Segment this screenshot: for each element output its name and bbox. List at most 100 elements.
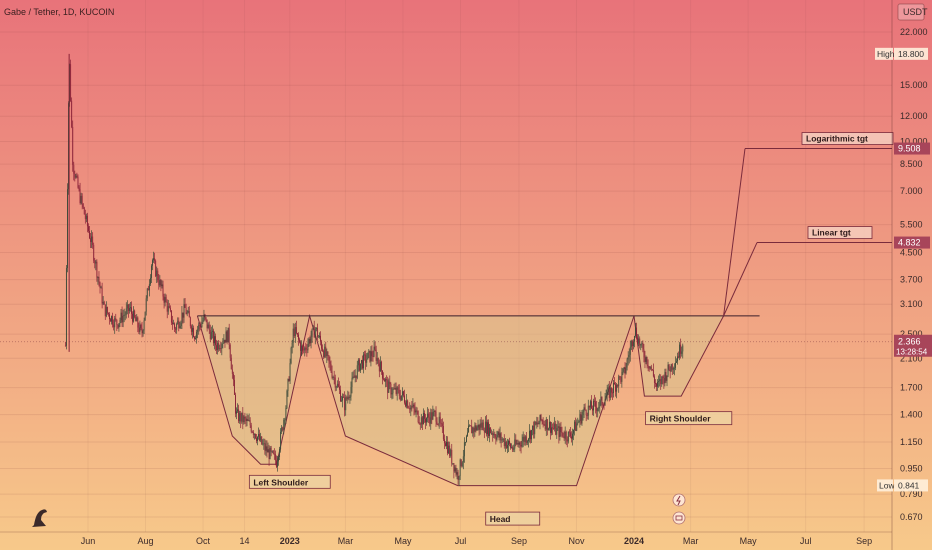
candle-body — [649, 366, 651, 369]
candle-body — [140, 324, 142, 328]
candle-body — [479, 423, 481, 430]
candle-body — [179, 326, 181, 329]
candle-body — [640, 344, 642, 346]
candle-body — [669, 369, 671, 372]
candle-body — [560, 427, 562, 433]
calendar-icon — [672, 511, 686, 525]
candle-body — [491, 432, 493, 434]
candle-body — [586, 415, 588, 416]
candle-body — [656, 383, 657, 387]
candle-body — [415, 410, 417, 413]
candle-body — [520, 445, 522, 447]
candle-body — [569, 432, 571, 437]
candle-body — [400, 395, 402, 400]
candle-body — [547, 428, 549, 431]
candle-body — [413, 404, 415, 409]
calendar-glyph — [675, 515, 683, 521]
candle-body — [90, 238, 92, 242]
candle-body — [473, 427, 475, 432]
x-tick-label: Jul — [455, 536, 467, 546]
candle-body — [273, 453, 275, 455]
candle-body — [577, 422, 579, 424]
candle-body — [538, 423, 540, 425]
candle-body — [635, 327, 636, 336]
candle-body — [616, 384, 618, 392]
candle-body — [418, 422, 420, 424]
candle-body — [624, 367, 626, 374]
candle-body — [321, 341, 323, 349]
target-price-tag — [894, 236, 930, 249]
candle-body — [647, 365, 649, 367]
candle-body — [498, 431, 500, 438]
candle-body — [414, 408, 416, 413]
candle-body — [199, 324, 201, 326]
x-tick-label: Mar — [338, 536, 354, 546]
candle-body — [292, 328, 294, 343]
candle-body — [430, 412, 432, 424]
candle-body — [180, 322, 182, 327]
current-price-tag — [894, 334, 932, 357]
candle-body — [117, 324, 119, 328]
candle-body — [492, 432, 494, 436]
candle-body — [620, 376, 622, 382]
candle-body — [183, 304, 185, 318]
candle-body — [101, 287, 103, 304]
candle-body — [457, 472, 459, 480]
candle-body — [546, 419, 548, 431]
candle-body — [144, 311, 146, 321]
candle-body — [232, 373, 234, 380]
candle-body — [314, 329, 316, 338]
candle-body — [246, 419, 248, 421]
candle-body — [555, 423, 557, 435]
candle-body — [126, 304, 128, 309]
candle-body — [295, 327, 297, 334]
y-tick-label: 8.500 — [900, 159, 923, 169]
candle-body — [125, 308, 127, 315]
candle-body — [632, 341, 634, 347]
x-axis[interactable]: Jun Aug Oct 14 2023 Mar May Jul Sep Nov 2024 Mar May… — [0, 531, 892, 546]
candle-body — [106, 306, 108, 313]
candle-body — [554, 423, 556, 429]
candle-body — [369, 350, 371, 362]
candle-body — [75, 175, 77, 178]
candle-body — [114, 318, 116, 328]
candle-body — [401, 391, 403, 396]
candle-body — [480, 423, 482, 428]
candle-body — [399, 395, 401, 400]
candle-body — [291, 342, 293, 348]
candle-body — [609, 387, 611, 398]
candle-body — [191, 327, 193, 332]
candle-body — [283, 419, 285, 431]
candle-body — [327, 351, 329, 356]
candle-body — [68, 103, 69, 190]
candle-body — [666, 375, 668, 381]
candle-body — [477, 424, 479, 428]
candle-body — [235, 394, 236, 414]
candle-body — [307, 343, 309, 351]
candle-body — [581, 415, 583, 424]
annotation-label: Left Shoulder — [253, 477, 308, 487]
candle-body — [436, 421, 438, 425]
high-value-tag — [894, 47, 928, 60]
target-label-box — [807, 226, 873, 239]
candle-body — [215, 336, 216, 346]
candle-body — [600, 396, 602, 401]
drawings-layer: Logarithmic tgt Linear tgt Left Shoulder He… — [0, 132, 894, 526]
pattern-outline — [196, 313, 725, 487]
candle-body — [503, 438, 505, 447]
candle-body — [571, 436, 572, 439]
candle-body — [221, 343, 223, 349]
y-axis[interactable]: 22.000 15.000 12.000 10.000 8.500 7.000 5.500 4… — [891, 0, 928, 550]
annotation-label: Head — [490, 514, 511, 524]
target-label-box — [801, 132, 894, 145]
candle-body — [563, 436, 565, 439]
candle-body — [342, 396, 344, 401]
candle-body — [435, 411, 437, 422]
candle-body — [426, 417, 428, 423]
candle-body — [637, 337, 639, 344]
candle-body — [543, 423, 545, 425]
candle-body — [135, 317, 137, 322]
candle-body — [111, 316, 113, 322]
candle-body — [482, 422, 484, 431]
